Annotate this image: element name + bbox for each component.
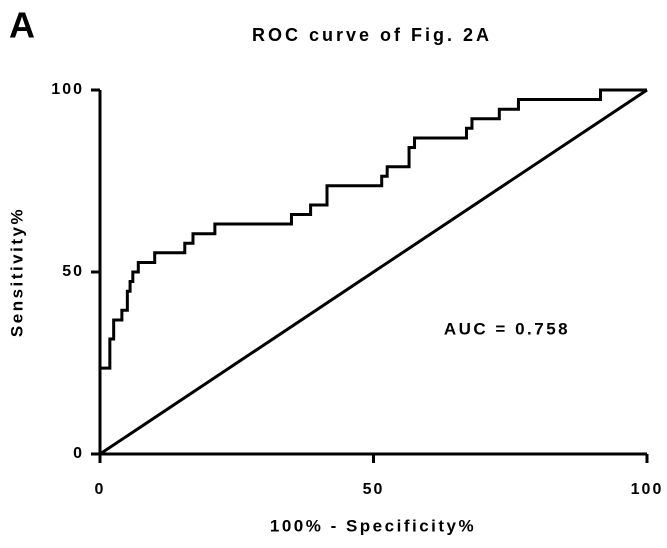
chart-title: ROC curve of Fig. 2A bbox=[252, 25, 492, 45]
y-axis-label: Sensitivity% bbox=[7, 207, 26, 337]
x-tick-label: 0 bbox=[95, 481, 106, 498]
annotation: AUC = 0.758 bbox=[444, 319, 570, 338]
panel-label: A bbox=[9, 5, 35, 46]
series-line bbox=[98, 88, 647, 454]
y-tick-label: 100 bbox=[51, 81, 84, 98]
y-tick-label: 0 bbox=[73, 445, 84, 462]
y-tick-label: 50 bbox=[62, 263, 84, 280]
series-line bbox=[99, 88, 648, 456]
x-tick-label: 50 bbox=[363, 481, 385, 498]
x-axis-label: 100% - Specificity% bbox=[270, 516, 476, 535]
x-tick-label: 100 bbox=[631, 481, 664, 498]
